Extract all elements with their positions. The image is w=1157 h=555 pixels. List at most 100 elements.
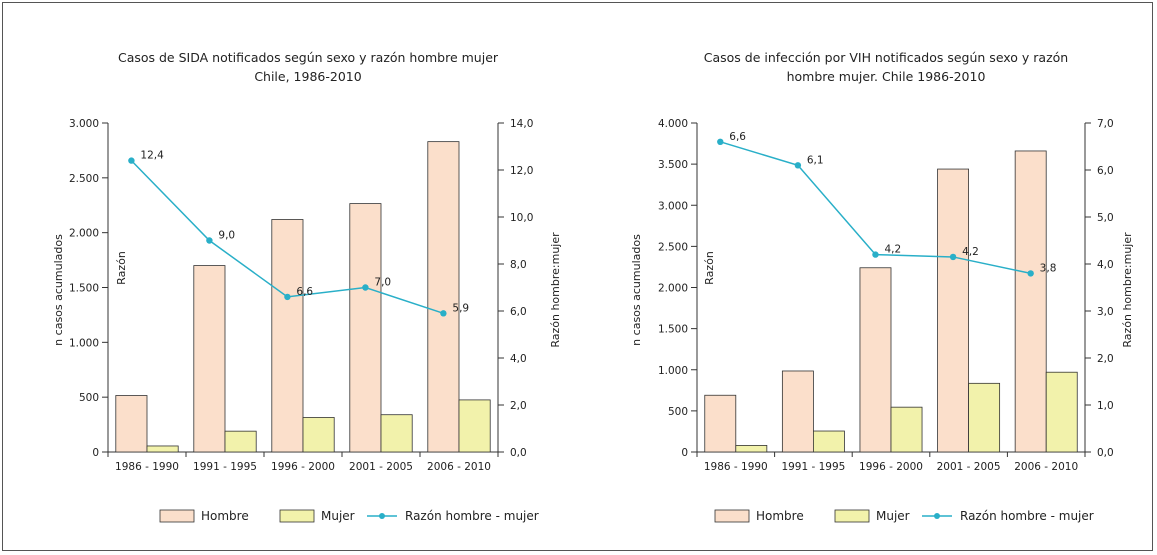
y2-tick-label: 2,0	[510, 400, 527, 412]
bar-hombre	[427, 141, 460, 453]
ratio-data-label: 4,2	[962, 246, 979, 258]
x-tick-label: 2006 - 2010	[427, 461, 491, 473]
bar-mujer	[380, 414, 413, 453]
y-tick-label: 3.500	[658, 159, 688, 171]
bar-hombre	[115, 395, 148, 453]
legend-label-ratio: Razón hombre - mujer	[405, 509, 539, 523]
bar-mujer	[735, 445, 768, 453]
ratio-point	[794, 162, 802, 169]
ratio-data-label: 6,1	[807, 154, 824, 166]
ratio-point	[206, 237, 213, 244]
y2-axis-label: Razón hombre:mujer	[1121, 232, 1134, 348]
y2-tick-label: 12,0	[510, 165, 533, 177]
y2-axis-label: Razón hombre:mujer	[549, 232, 562, 348]
y-axis-label: n casos acumulados	[630, 234, 643, 346]
bar-hombre	[193, 265, 226, 453]
y-tick-label: 3.000	[658, 200, 688, 212]
bar-mujer	[890, 406, 923, 453]
bar-mujer	[302, 417, 335, 453]
x-tick-label: 2001 - 2005	[937, 461, 1001, 473]
x-tick-label: 1986 - 1990	[115, 461, 179, 473]
chart-2: Casos de infección por VIH notificados s…	[630, 50, 1134, 523]
x-tick-label: 1986 - 1990	[704, 461, 768, 473]
ratio-point	[284, 293, 291, 301]
x-tick-label: 1991 - 1995	[781, 461, 845, 473]
y2-tick-label: 6,0	[1097, 165, 1114, 177]
bar-hombre	[937, 168, 969, 453]
legend-marker-ratio	[934, 513, 940, 519]
legend-swatch-hombre	[159, 509, 195, 523]
y-axis-label-secondary: Razón	[115, 251, 128, 285]
y-tick-label: 2.500	[658, 241, 688, 253]
ratio-data-label: 9,0	[218, 230, 235, 242]
y2-tick-label: 8,0	[510, 259, 527, 271]
x-tick-label: 1996 - 2000	[271, 461, 335, 473]
legend-label-ratio: Razón hombre - mujer	[960, 509, 1094, 523]
ratio-point	[1027, 270, 1034, 277]
legend-swatch-mujer	[279, 509, 315, 523]
y-tick-label: 2.000	[658, 283, 688, 295]
y2-tick-label: 6,0	[510, 306, 527, 318]
bar-hombre	[859, 267, 892, 453]
y2-tick-label: 10,0	[510, 212, 533, 224]
y-tick-label: 1.500	[658, 324, 688, 336]
y2-tick-label: 2,0	[1097, 353, 1114, 365]
chart-title: Casos de infección por VIH notificados s…	[704, 50, 1068, 65]
y-tick-label: 2.000	[69, 228, 99, 240]
bar-mujer	[224, 430, 257, 453]
ratio-point	[717, 138, 724, 145]
y-tick-label: 1.000	[69, 337, 99, 349]
y2-tick-label: 3,0	[1097, 306, 1114, 318]
legend-swatch-hombre	[714, 509, 750, 523]
y2-tick-label: 4,0	[510, 353, 527, 365]
ratio-data-label: 3,8	[1040, 262, 1057, 274]
chart-1: Casos de SIDA notificados según sexo y r…	[52, 50, 562, 523]
ratio-data-label: 6,6	[296, 286, 313, 298]
legend-marker-ratio	[379, 513, 385, 519]
y-tick-label: 0	[92, 447, 99, 459]
ratio-point	[440, 310, 447, 317]
y2-tick-label: 1,0	[1097, 400, 1114, 412]
ratio-data-label: 12,4	[140, 150, 164, 162]
y-axis-label: n casos acumulados	[52, 234, 65, 346]
bar-hombre	[349, 203, 382, 453]
ratio-data-label: 4,2	[884, 244, 901, 256]
bar-hombre	[781, 370, 814, 453]
legend-label-mujer: Mujer	[876, 509, 910, 523]
bar-hombre	[704, 394, 737, 453]
bar-mujer	[458, 399, 491, 453]
bar-hombre	[271, 219, 304, 453]
y2-tick-label: 7,0	[1097, 118, 1114, 130]
x-tick-label: 1991 - 1995	[193, 461, 257, 473]
bar-hombre	[1014, 150, 1047, 453]
y2-tick-label: 5,0	[1097, 212, 1114, 224]
ratio-point	[362, 284, 369, 291]
x-tick-label: 2001 - 2005	[349, 461, 413, 473]
y-tick-label: 1.000	[658, 365, 688, 377]
y-axis-label-secondary: Razón	[703, 251, 716, 285]
x-tick-label: 2006 - 2010	[1014, 461, 1078, 473]
y2-tick-label: 4,0	[1097, 259, 1114, 271]
x-tick-label: 1996 - 2000	[859, 461, 923, 473]
ratio-data-label: 5,9	[452, 302, 469, 314]
legend-label-mujer: Mujer	[321, 509, 355, 523]
chart-title: Casos de SIDA notificados según sexo y r…	[118, 50, 499, 65]
legend-swatch-mujer	[834, 509, 870, 523]
y-tick-label: 3.000	[69, 118, 99, 130]
y-tick-label: 0	[681, 447, 688, 459]
bar-mujer	[813, 430, 845, 453]
y2-tick-label: 0,0	[1097, 447, 1114, 459]
bar-mujer	[968, 382, 1001, 453]
chart-subtitle: Chile, 1986-2010	[254, 69, 361, 84]
ratio-data-label: 6,6	[729, 131, 746, 143]
ratio-point	[128, 157, 135, 164]
y-tick-label: 500	[79, 392, 99, 404]
y-tick-label: 2.500	[69, 173, 99, 185]
ratio-point	[872, 251, 879, 258]
y-tick-label: 500	[668, 406, 688, 418]
ratio-point	[949, 253, 957, 261]
bar-mujer	[146, 445, 179, 453]
bar-mujer	[1045, 371, 1078, 453]
